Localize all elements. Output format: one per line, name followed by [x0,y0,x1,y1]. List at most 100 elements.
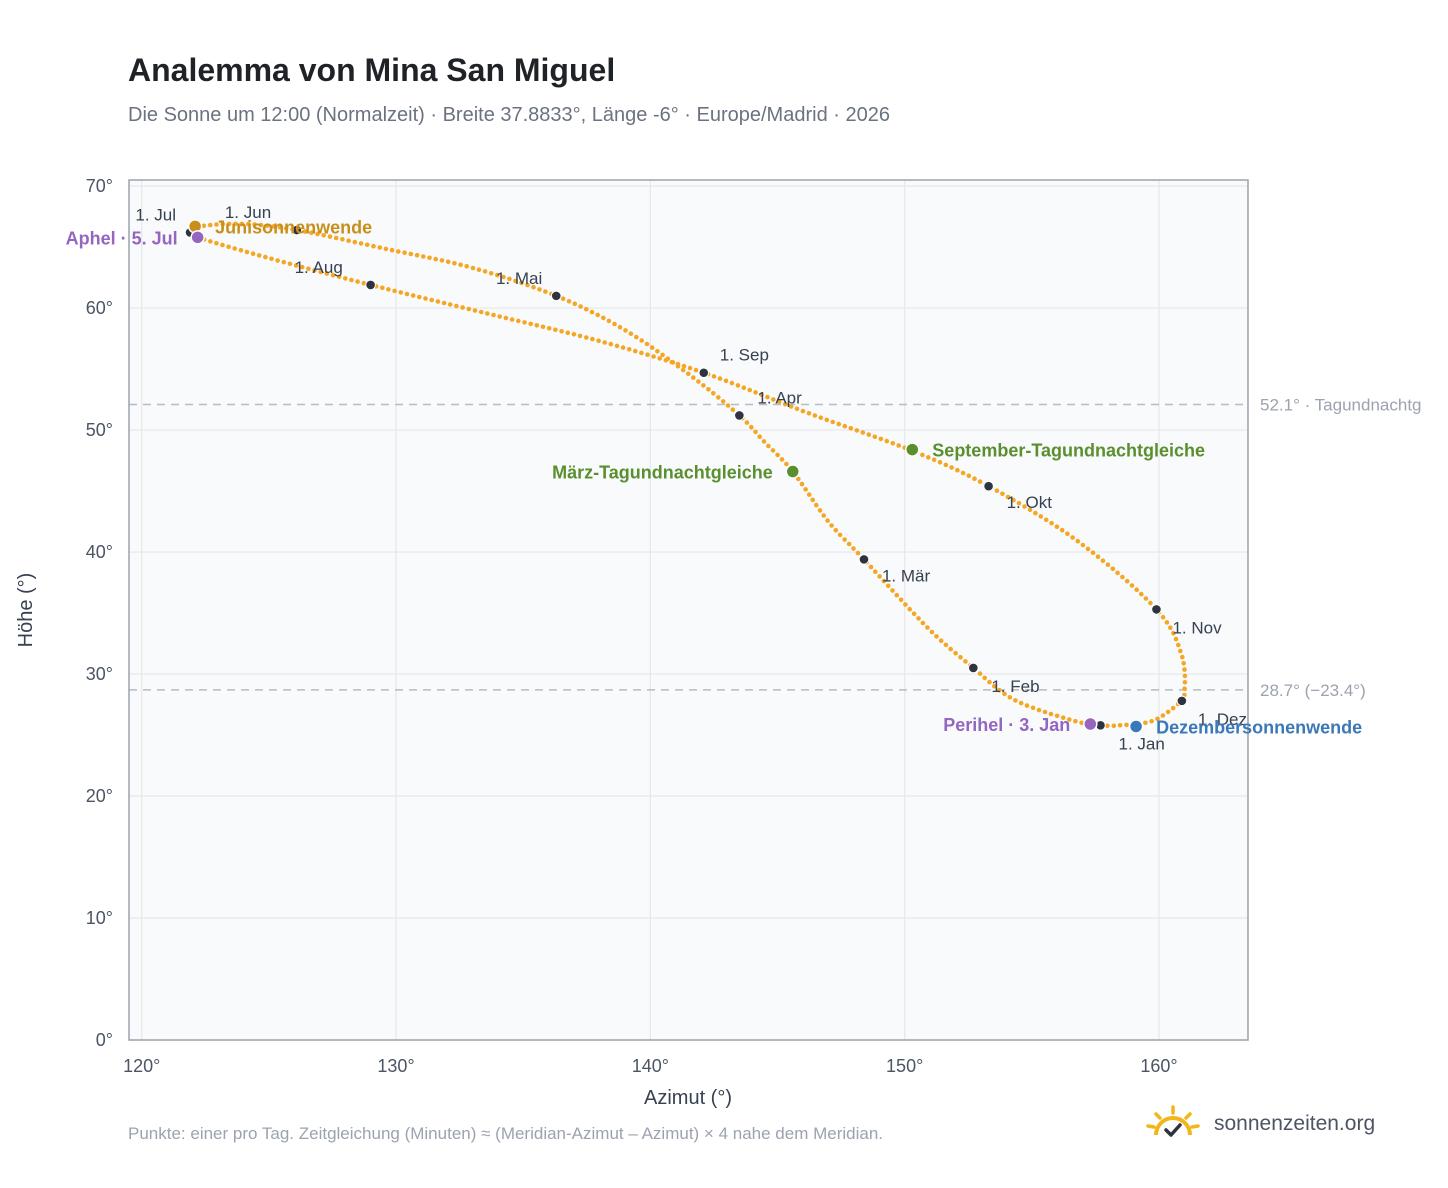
daily-sun-dot [851,546,856,551]
daily-sun-dot [687,365,693,371]
daily-sun-dot [1173,636,1179,642]
month-markers: 1. Jan 1. Feb 1. Mär 1. Apr 1. Mai 1. Jun 1. J… [135,203,1247,753]
daily-sun-dot [634,334,639,340]
month-marker-label: 1. Sep [720,346,769,365]
daily-sun-dot [680,367,686,373]
daily-sun-dot [1182,673,1188,679]
daily-sun-dot [540,324,546,330]
daily-sun-dot [330,272,336,278]
event-label: Junisonnenwende [215,217,372,237]
daily-sun-dot [890,588,895,593]
event-markers: Junisonnenwende Aphel · 5. Jul März-Tagund… [66,217,1363,737]
daily-sun-dot [866,432,872,437]
daily-sun-dot [821,513,826,518]
daily-sun-dot [244,249,250,255]
daily-sun-dot [649,345,655,350]
daily-sun-dot [907,606,912,612]
daily-sun-dot [355,279,360,284]
month-marker-dot [365,279,376,291]
daily-sun-dot [501,274,506,280]
daily-sun-dot [1155,716,1160,722]
daily-sun-dot [571,332,577,337]
event-label: Dezembersonnenwende [1156,717,1362,737]
daily-sun-dot [488,271,494,276]
daily-sun-dot [602,340,607,345]
daily-sun-dot [896,443,901,448]
daily-sun-dot [283,225,289,231]
daily-sun-dot [1182,680,1188,685]
daily-sun-dot [620,345,626,350]
daily-sun-dot [929,629,935,635]
daily-sun-dot [392,288,397,294]
sun-check-icon [1146,1104,1200,1144]
daily-sun-dot [352,239,358,245]
daily-sun-dot [854,428,860,433]
y-tick-label: 40° [86,542,113,562]
daily-sun-dot [1075,538,1081,544]
daily-sun-dot [669,359,675,365]
daily-sun-dot [1110,566,1116,572]
daily-sun-dot [577,333,583,339]
daily-sun-dot [812,413,818,418]
daily-sun-dot [439,258,445,263]
daily-sun-dot [1002,691,1007,697]
daily-sun-dot [340,237,345,242]
brand[interactable]: sonnenzeiten.org [1146,1104,1375,1144]
brand-name: sonnenzeiten.org [1214,1112,1376,1135]
daily-sun-dot [943,642,949,648]
daily-sun-dot [584,335,589,340]
month-marker-dot [983,480,994,492]
daily-sun-dot [818,415,824,421]
daily-sun-dot [931,457,937,463]
daily-sun-dot [992,683,997,689]
axis-ticks: 120° 130° 140° 150° 160° 0° 10° 20° 30° 40° 50° 60°… [86,176,1178,1076]
daily-sun-dot [655,349,660,354]
daily-sun-dot [1033,510,1038,516]
daily-sun-dot [546,326,552,331]
y-tick-label: 0° [96,1030,113,1050]
daily-sun-dot [1105,562,1111,567]
daily-sun-dot [601,315,606,321]
daily-sun-dot [1100,558,1106,563]
month-marker-dot [1151,604,1162,615]
daily-sun-dot [885,583,891,589]
daily-sun-dot [753,429,758,435]
daily-sun-dot [565,330,571,336]
daily-sun-dot [509,317,515,322]
daily-sun-dot [614,343,620,349]
month-marker-dot [1176,695,1188,707]
daily-sun-dot [639,338,644,343]
reference-lines: 52.1° · Tagundnachtg 28.7° (−23.4°) [129,395,1422,700]
daily-sun-dot [1090,550,1096,555]
daily-sun-dot [806,492,812,497]
daily-sun-dot [757,434,762,440]
daily-sun-dot [1024,703,1030,708]
daily-sun-dot [371,243,376,249]
daily-sun-dot [404,291,410,297]
daily-sun-dot [1143,596,1149,601]
daily-sun-dot [408,251,414,257]
daily-sun-dot [749,424,754,430]
daily-sun-dot [302,229,308,234]
month-marker-label: 1. Apr [757,388,802,407]
month-marker-label: 1. Jun [225,203,271,222]
daily-sun-dot [776,399,782,405]
daily-sun-dot [293,263,299,268]
y-tick-label: 70° [86,176,113,196]
daily-sun-dot [460,305,465,310]
daily-sun-dot [590,336,595,342]
daily-sun-dot [566,299,572,304]
daily-sun-dot [644,341,650,347]
daily-sun-dot [364,242,370,248]
daily-sun-dot [626,347,632,352]
daily-sun-dot [472,308,478,313]
plot-background [129,180,1248,1040]
daily-sun-dot [873,569,878,574]
daily-sun-dot [358,241,364,246]
daily-sun-dot [842,537,847,542]
month-marker-label: 1. Feb [991,677,1039,696]
daily-sun-dot [836,421,842,427]
daily-sun-dot [741,385,747,391]
daily-sun-dot [1148,600,1153,606]
